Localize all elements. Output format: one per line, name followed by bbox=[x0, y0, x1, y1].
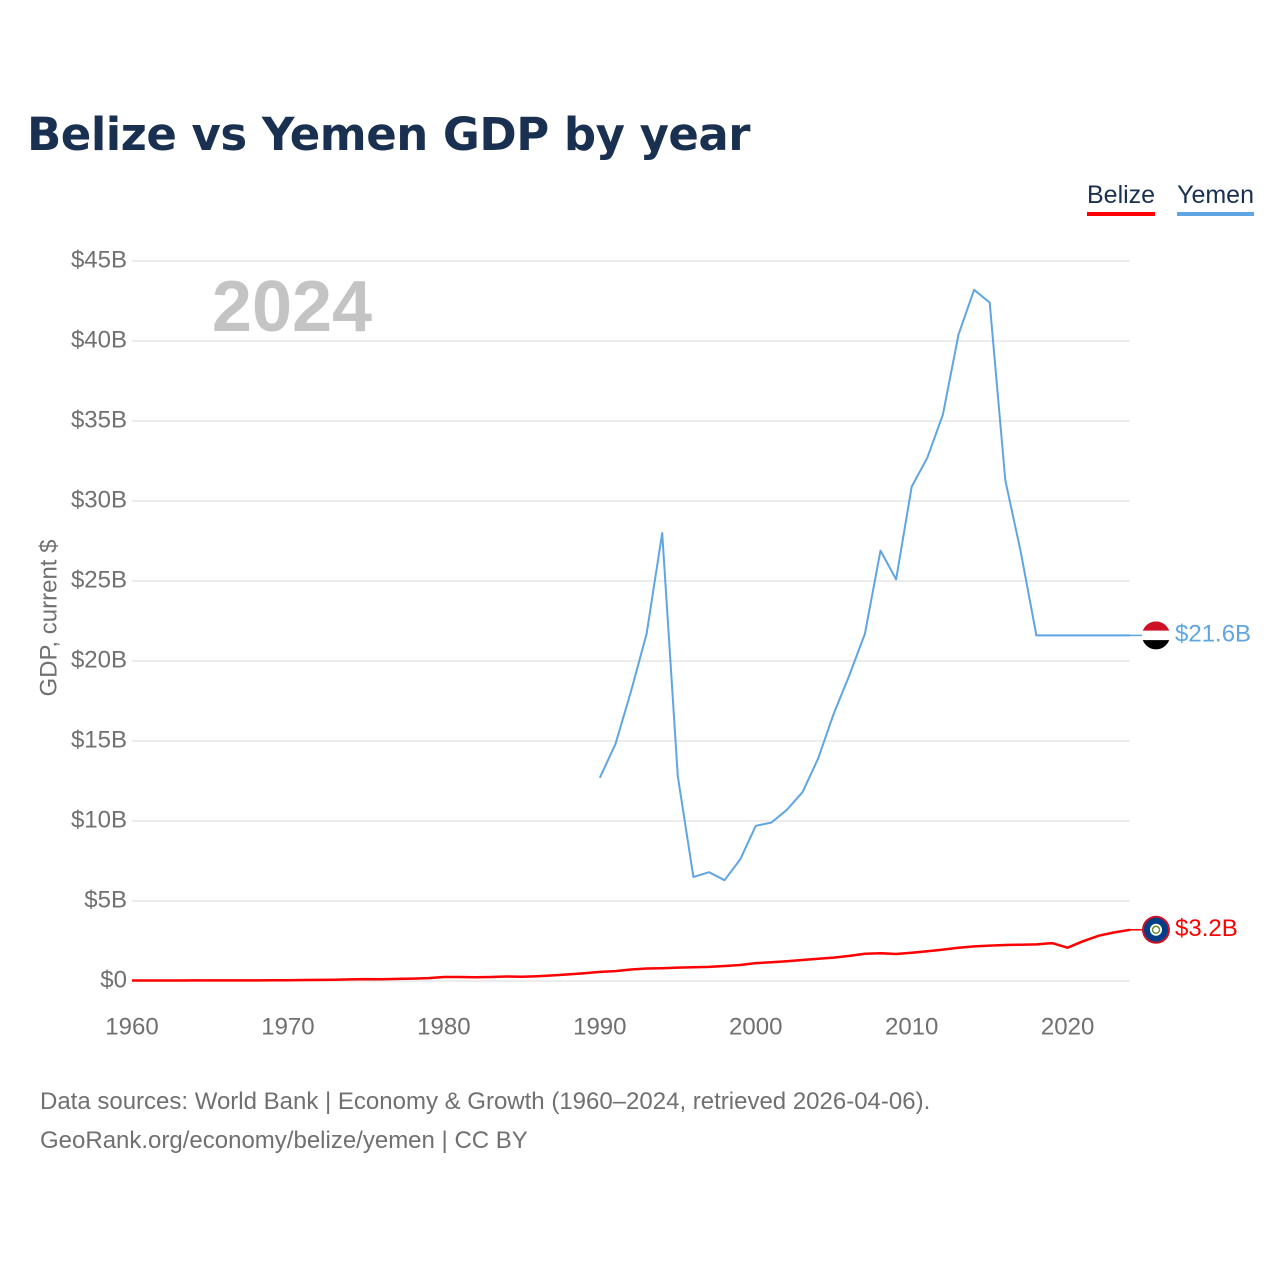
y-tick-label: $0 bbox=[100, 966, 127, 993]
series-line-belize bbox=[132, 928, 1131, 982]
y-tick-label: $15B bbox=[71, 726, 127, 753]
y-axis-ticks: $0 $5B $10B $15B $20B $25B $30B $35B $40B $45B bbox=[71, 246, 127, 993]
y-tick-label: $45B bbox=[71, 246, 127, 273]
x-axis-ticks: 1960 1970 1980 1990 2000 2010 2020 bbox=[105, 1013, 1094, 1040]
y-tick-label: $10B bbox=[71, 806, 127, 833]
x-tick-label: 2000 bbox=[729, 1013, 782, 1040]
y-tick-label: $40B bbox=[71, 326, 127, 353]
x-tick-label: 1980 bbox=[417, 1013, 470, 1040]
series-line-yemen bbox=[598, 288, 1130, 882]
belize-flag-emblem bbox=[1151, 925, 1161, 935]
x-tick-label: 2010 bbox=[885, 1013, 938, 1040]
y-tick-label: $20B bbox=[71, 646, 127, 673]
belize-flag-icon bbox=[1142, 915, 1170, 944]
gridlines bbox=[132, 260, 1130, 982]
yemen-flag-black-band bbox=[1142, 640, 1170, 650]
series-lines bbox=[132, 288, 1131, 982]
yemen-flag-red-band bbox=[1142, 621, 1170, 631]
y-axis-label: GDP, current $ bbox=[35, 540, 62, 697]
series-end-markers: $3.2B $21.6B bbox=[1130, 621, 1251, 944]
yemen-flag-icon bbox=[1142, 621, 1170, 650]
y-tick-label: $5B bbox=[84, 886, 127, 913]
y-tick-label: $30B bbox=[71, 486, 127, 513]
y-tick-label: $35B bbox=[71, 406, 127, 433]
y-tick-label: $25B bbox=[71, 566, 127, 593]
end-label-belize: $3.2B bbox=[1175, 915, 1238, 942]
x-tick-label: 2020 bbox=[1041, 1013, 1094, 1040]
source-line-2[interactable]: GeoRank.org/economy/belize/yemen | CC BY bbox=[40, 1127, 528, 1154]
source-note: Data sources: World Bank | Economy & Gro… bbox=[40, 1082, 930, 1160]
legend-item-yemen[interactable]: Yemen bbox=[1177, 180, 1254, 216]
x-tick-label: 1970 bbox=[261, 1013, 314, 1040]
end-label-yemen: $21.6B bbox=[1175, 621, 1251, 648]
legend: Belize Yemen bbox=[1086, 180, 1254, 216]
x-tick-label: 1960 bbox=[105, 1013, 158, 1040]
yemen-flag-white-band bbox=[1142, 630, 1170, 641]
legend-item-belize[interactable]: Belize bbox=[1086, 180, 1156, 216]
chart-title: Belize vs Yemen GDP by year bbox=[27, 108, 750, 161]
line-chart: $0 $5B $10B $15B $20B $25B $30B $35B $40B $45B 19… bbox=[35, 246, 1251, 1040]
year-watermark: 2024 bbox=[212, 267, 372, 347]
source-line-1: Data sources: World Bank | Economy & Gro… bbox=[40, 1088, 931, 1115]
x-tick-label: 1990 bbox=[573, 1013, 626, 1040]
